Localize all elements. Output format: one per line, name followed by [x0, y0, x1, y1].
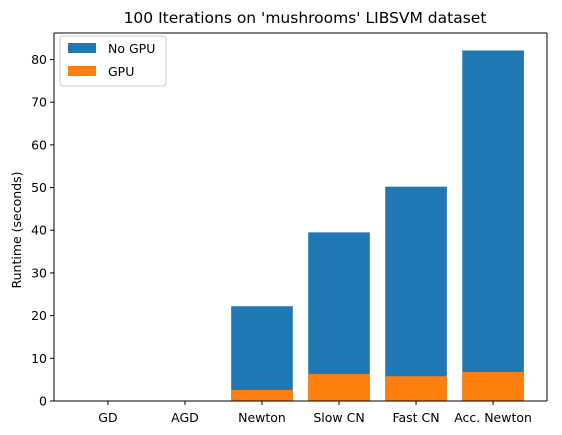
bar-gpu-4 [385, 376, 447, 401]
ticks-layer: 0 10 20 30 40 50 60 70 80 GD AGD Newton Slow CN Fast … [31, 52, 532, 425]
bar-gpu-3 [308, 374, 370, 401]
x-tick-label: Newton [238, 410, 286, 425]
legend-swatch-gpu [68, 66, 96, 76]
y-axis-label: Runtime (seconds) [9, 171, 24, 288]
bar-no-gpu-5 [462, 50, 524, 401]
bar-no-gpu-2 [231, 306, 293, 401]
x-tick-label: Fast CN [392, 410, 439, 425]
x-tick-label: AGD [171, 410, 199, 425]
legend-swatch-no-gpu [68, 43, 96, 53]
legend: No GPU GPU [59, 35, 167, 87]
axes-layer [53, 32, 548, 402]
x-tick-label: Acc. Newton [454, 410, 532, 425]
y-tick-label: 70 [31, 95, 47, 110]
y-tick-label: 10 [31, 351, 47, 366]
bars-layer [231, 50, 524, 401]
y-tick-label: 40 [31, 223, 47, 238]
y-tick-label: 30 [31, 265, 47, 280]
x-tick-label: GD [98, 410, 117, 425]
chart-title: 100 Iterations on 'mushrooms' LIBSVM dat… [124, 9, 487, 27]
y-tick-label: 60 [31, 137, 47, 152]
y-tick-label: 50 [31, 180, 47, 195]
y-tick-label: 80 [31, 52, 47, 67]
y-tick-label: 20 [31, 308, 47, 323]
x-tick-label: Slow CN [313, 410, 364, 425]
bar-gpu-2 [231, 389, 293, 401]
legend-label-no-gpu: No GPU [108, 41, 155, 56]
legend-label-gpu: GPU [108, 64, 134, 79]
bar-no-gpu-4 [385, 186, 447, 401]
bar-no-gpu-3 [308, 232, 370, 401]
bar-gpu-5 [462, 371, 524, 401]
y-tick-label: 0 [39, 394, 47, 409]
